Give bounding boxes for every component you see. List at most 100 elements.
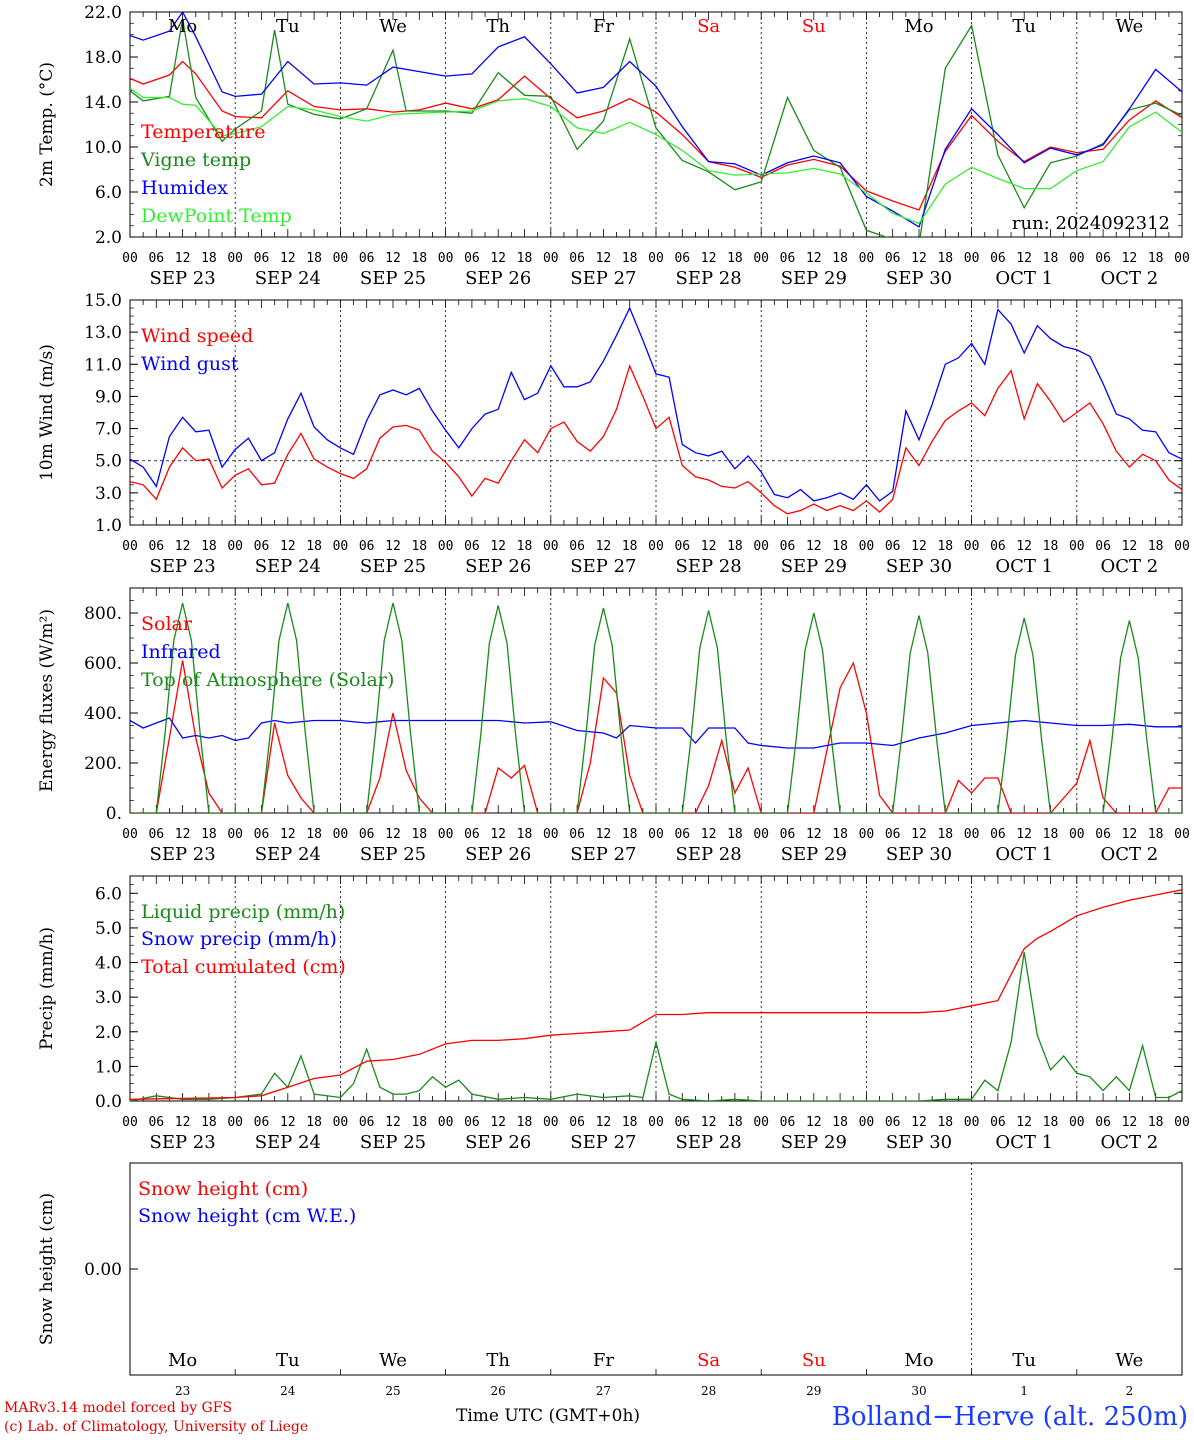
x-tick-label: 00 (438, 1115, 454, 1130)
x-tick-label: 06 (674, 539, 690, 554)
y-tick-label: 3.0 (95, 484, 122, 504)
series-line-vigne-temp (130, 18, 1182, 237)
x-tick-label: 00 (333, 1115, 349, 1130)
x-tick-label: 06 (1095, 1115, 1111, 1130)
date-label: SEP 25 (360, 268, 426, 289)
x-tick-label: 18 (1043, 827, 1059, 842)
x-tick-label: 00 (543, 539, 559, 554)
y-tick-label: 15.0 (84, 291, 122, 311)
x-tick-label: 00 (859, 827, 875, 842)
x-tick-label: 06 (464, 827, 480, 842)
x-tick-label: 00 (859, 1115, 875, 1130)
x-tick-label: 12 (1122, 539, 1138, 554)
footer-station-name: Bolland−Herve (alt. 250m) (831, 1402, 1188, 1432)
date-label: SEP 28 (675, 556, 741, 577)
x-tick-label: 06 (990, 251, 1006, 266)
x-tick-label: 06 (254, 1115, 270, 1130)
y-tick-label: 1.0 (95, 1057, 122, 1077)
x-tick-label: 18 (727, 539, 743, 554)
series-line-wind-speed (130, 364, 1182, 515)
x-tick-label: 18 (1148, 827, 1164, 842)
x-tick-label: 06 (990, 827, 1006, 842)
weekday-label: Sa (697, 16, 720, 37)
date-label: SEP 23 (149, 268, 215, 289)
date-label: SEP 30 (886, 268, 952, 289)
x-tick-label: 00 (1069, 539, 1085, 554)
series-line-liquid-precip-mm-h- (130, 952, 1182, 1101)
y-tick-label: 10.0 (84, 138, 122, 158)
y-tick-label: 4.0 (95, 954, 122, 974)
x-tick-label: 18 (1148, 1115, 1164, 1130)
date-label: SEP 26 (465, 844, 531, 865)
x-tick-label: 18 (306, 1115, 322, 1130)
x-tick-label: 06 (780, 251, 796, 266)
weekday-label: We (1116, 1350, 1144, 1371)
x-tick-label: 00 (543, 827, 559, 842)
weekday-label: Mo (168, 16, 197, 37)
date-label: SEP 23 (149, 556, 215, 577)
weekday-label: We (1116, 16, 1144, 37)
series-line-infrared (130, 717, 1182, 749)
weekday-label: Fr (593, 1350, 614, 1371)
x-tick-label: 12 (280, 539, 296, 554)
x-tick-label: 06 (359, 539, 375, 554)
series-line-top-of-atmosphere-solar- (130, 602, 1182, 813)
x-tick-label: 06 (990, 539, 1006, 554)
date-label: SEP 27 (570, 556, 636, 577)
x-tick-label: 06 (359, 1115, 375, 1130)
x-tick-label: 00 (1174, 539, 1190, 554)
date-label: SEP 26 (465, 556, 531, 577)
x-tick-label: 00 (859, 251, 875, 266)
x-tick-label: 06 (148, 1115, 164, 1130)
x-tick-label: 18 (1043, 1115, 1059, 1130)
x-tick-label: 18 (517, 251, 533, 266)
meteogram: 2.06.010.014.018.022.02m Temp. (°C) Tempe… (37, 3, 1190, 1398)
x-tick-label: 00 (543, 251, 559, 266)
y-axis-label: 10m Wind (m/s) (37, 344, 57, 481)
x-tick-label: 06 (148, 539, 164, 554)
x-tick-label: 00 (438, 827, 454, 842)
series-line-wind-gust (130, 306, 1182, 502)
y-tick-label: 3.0 (95, 988, 122, 1008)
run-annotation: run: 2024092312 (1012, 213, 1170, 234)
legend-entry: Total cumulated (cm) (141, 956, 346, 978)
x-tick-label: 18 (1148, 539, 1164, 554)
date-label: SEP 26 (465, 268, 531, 289)
date-label: OCT 2 (1101, 1132, 1159, 1153)
series-line-temperature (130, 60, 1182, 211)
x-tick-label: 18 (201, 539, 217, 554)
date-label: SEP 25 (360, 556, 426, 577)
x-tick-label: 12 (490, 251, 506, 266)
x-tick-label: 12 (1122, 251, 1138, 266)
x-tick-label: 18 (622, 251, 638, 266)
x-tick-label: 12 (280, 251, 296, 266)
y-tick-label: 600. (84, 654, 122, 674)
weekday-label: We (379, 1350, 407, 1371)
x-tick-label: 06 (464, 251, 480, 266)
y-axis-label: Energy fluxes (W/m²) (37, 609, 57, 792)
x-tick-label: 12 (911, 1115, 927, 1130)
x-tick-label: 06 (885, 539, 901, 554)
date-label: SEP 24 (255, 844, 321, 865)
day-number-label: 27 (596, 1384, 611, 1398)
x-tick-label: 12 (1016, 1115, 1032, 1130)
x-tick-label: 12 (806, 251, 822, 266)
x-tick-label: 00 (1174, 251, 1190, 266)
x-tick-label: 00 (753, 827, 769, 842)
x-tick-label: 00 (753, 539, 769, 554)
x-tick-label: 18 (306, 251, 322, 266)
date-label: OCT 2 (1101, 556, 1159, 577)
x-tick-label: 00 (543, 1115, 559, 1130)
x-tick-label: 18 (201, 251, 217, 266)
y-axis-label: Precip (mm/h) (37, 927, 57, 1050)
legend-entry: Temperature (141, 121, 265, 143)
series-line-humidex (130, 12, 1182, 228)
weekday-label: Tu (276, 16, 300, 37)
x-tick-label: 12 (596, 1115, 612, 1130)
x-tick-label: 06 (254, 539, 270, 554)
x-tick-label: 18 (727, 1115, 743, 1130)
x-tick-label: 18 (1148, 251, 1164, 266)
x-tick-label: 06 (780, 827, 796, 842)
x-tick-label: 12 (280, 1115, 296, 1130)
y-tick-label: 18.0 (84, 48, 122, 68)
